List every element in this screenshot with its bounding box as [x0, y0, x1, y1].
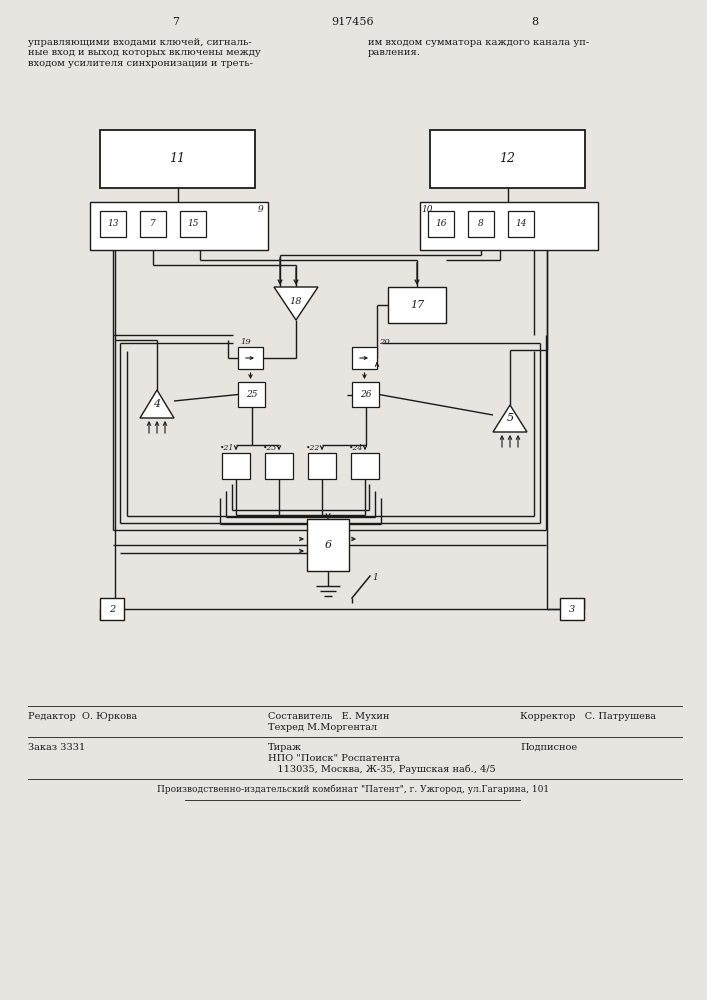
Bar	[388, 287, 446, 323]
Text: 8: 8	[532, 17, 539, 27]
Text: 113035, Москва, Ж-35, Раушская наб., 4/5: 113035, Москва, Ж-35, Раушская наб., 4/5	[268, 765, 496, 774]
Text: 25: 25	[246, 390, 257, 399]
Polygon shape	[140, 390, 174, 418]
Text: 3: 3	[569, 604, 575, 613]
Text: Тираж: Тираж	[268, 743, 302, 752]
Bar	[308, 453, 336, 479]
Bar	[352, 347, 377, 369]
Text: им входом сумматора каждого канала уп-
равления.: им входом сумматора каждого канала уп- р…	[368, 38, 589, 57]
Text: 6: 6	[325, 540, 332, 550]
Text: Подписное: Подписное	[520, 743, 577, 752]
Text: 9: 9	[258, 205, 264, 214]
Text: 7: 7	[150, 220, 156, 229]
Text: 12: 12	[500, 152, 515, 165]
Text: •23: •23	[263, 444, 277, 452]
Bar	[420, 202, 598, 250]
Bar	[352, 382, 379, 407]
Text: •22: •22	[306, 444, 320, 452]
Text: •24: •24	[349, 444, 363, 452]
Bar	[430, 130, 585, 188]
Bar	[100, 211, 126, 237]
Text: Производственно-издательский комбинат "Патент", г. Ужгород, ул.Гагарина, 101: Производственно-издательский комбинат "П…	[157, 784, 549, 794]
Text: •21: •21	[220, 444, 234, 452]
Bar	[222, 453, 250, 479]
Text: Редактор  О. Юркова: Редактор О. Юркова	[28, 712, 137, 721]
Text: 2: 2	[109, 604, 115, 613]
Text: 18: 18	[290, 296, 303, 306]
Text: 26: 26	[360, 390, 371, 399]
Bar	[90, 202, 268, 250]
Text: Заказ 3331: Заказ 3331	[28, 743, 86, 752]
Text: 4: 4	[153, 399, 160, 409]
Text: 11: 11	[170, 152, 185, 165]
Text: 10: 10	[421, 205, 433, 214]
Text: НПО "Поиск" Роспатента: НПО "Поиск" Роспатента	[268, 754, 400, 763]
Text: Техред М.Моргентал: Техред М.Моргентал	[268, 723, 377, 732]
Bar	[100, 598, 124, 620]
Text: 14: 14	[515, 220, 527, 229]
Bar	[180, 211, 206, 237]
Bar	[238, 347, 263, 369]
Text: 917456: 917456	[332, 17, 374, 27]
Bar	[351, 453, 379, 479]
Text: 13: 13	[107, 220, 119, 229]
Text: 16: 16	[436, 220, 447, 229]
Bar	[307, 519, 349, 571]
Text: управляющими входами ключей, сигналь-
ные вход и выход которых включены между
вх: управляющими входами ключей, сигналь- ны…	[28, 38, 261, 68]
Text: 17: 17	[410, 300, 424, 310]
Bar	[238, 382, 265, 407]
Bar	[468, 211, 494, 237]
Text: 1: 1	[372, 574, 378, 582]
Text: Составитель   Е. Мухин: Составитель Е. Мухин	[268, 712, 390, 721]
Text: 5: 5	[506, 413, 513, 423]
Text: 8: 8	[478, 220, 484, 229]
Bar	[100, 130, 255, 188]
Bar	[508, 211, 534, 237]
Bar	[428, 211, 454, 237]
Bar	[140, 211, 166, 237]
Polygon shape	[274, 287, 318, 320]
Text: 7: 7	[173, 17, 180, 27]
Bar	[560, 598, 584, 620]
Text: 19: 19	[240, 338, 251, 346]
Text: 15: 15	[187, 220, 199, 229]
Bar	[265, 453, 293, 479]
Polygon shape	[493, 405, 527, 432]
Text: Корректор   С. Патрушева: Корректор С. Патрушева	[520, 712, 656, 721]
Text: 20: 20	[379, 338, 390, 346]
